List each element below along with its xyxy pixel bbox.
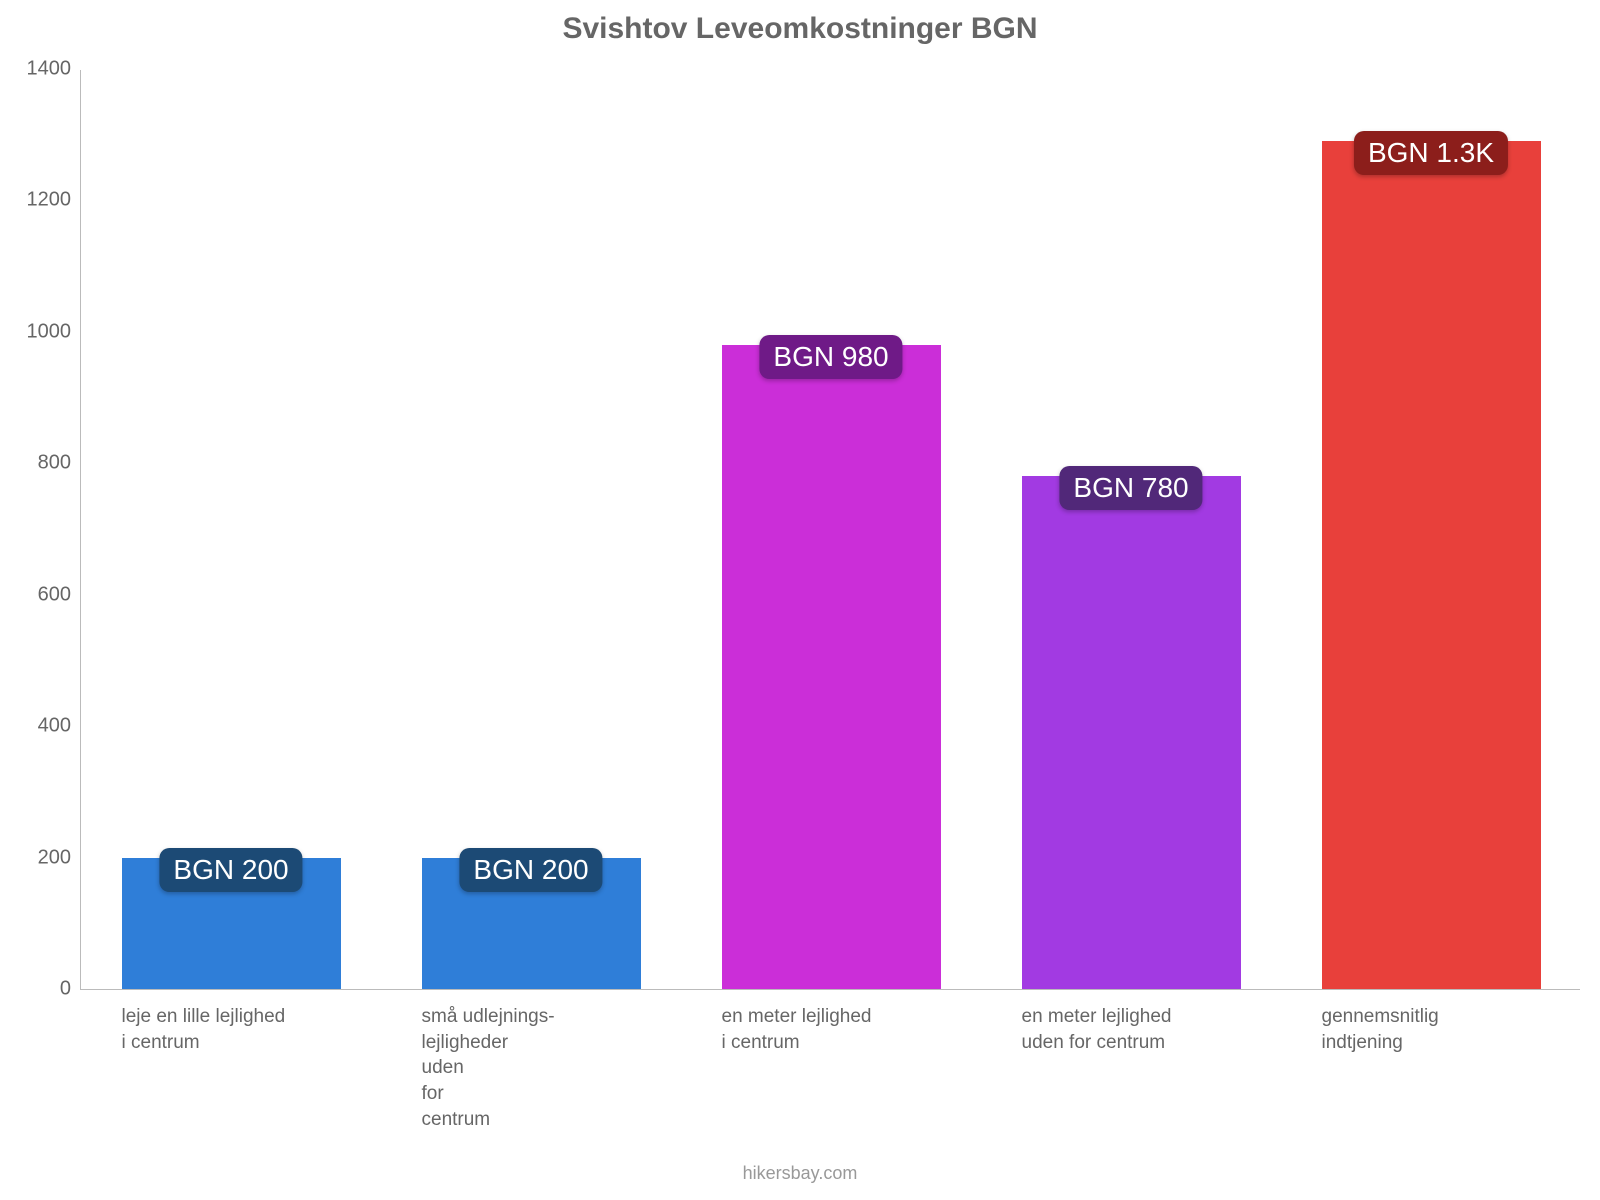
value-badge: BGN 980 [759, 335, 902, 379]
y-tick-label: 1000 [27, 320, 82, 343]
bar: BGN 1.3K [1322, 141, 1541, 989]
y-tick-label: 1200 [27, 189, 82, 212]
x-axis-label: en meter lejlighed i centrum [722, 1004, 941, 1055]
x-axis-label: leje en lille lejlighed i centrum [122, 1004, 341, 1055]
value-badge: BGN 1.3K [1354, 131, 1508, 175]
value-badge: BGN 780 [1059, 466, 1202, 510]
cost-of-living-chart: Svishtov Leveomkostninger BGN 0200400600… [0, 0, 1600, 1200]
source-label: hikersbay.com [0, 1163, 1600, 1184]
value-badge: BGN 200 [159, 848, 302, 892]
y-tick-label: 0 [60, 978, 81, 1001]
bar: BGN 200 [422, 858, 641, 989]
y-tick-label: 800 [38, 452, 81, 475]
y-tick-label: 1400 [27, 58, 82, 81]
y-tick-label: 600 [38, 583, 81, 606]
y-tick-label: 400 [38, 715, 81, 738]
plot-area: 0200400600800100012001400BGN 200leje en … [80, 70, 1580, 990]
bar: BGN 980 [722, 345, 941, 989]
x-axis-label: gennemsnitlig indtjening [1322, 1004, 1541, 1055]
bar: BGN 200 [122, 858, 341, 989]
x-axis-label: en meter lejlighed uden for centrum [1022, 1004, 1241, 1055]
value-badge: BGN 200 [459, 848, 602, 892]
y-tick-label: 200 [38, 846, 81, 869]
bar: BGN 780 [1022, 476, 1241, 989]
x-axis-label: små udlejnings-lejligheder uden for cent… [422, 1004, 641, 1132]
chart-title: Svishtov Leveomkostninger BGN [0, 12, 1600, 46]
